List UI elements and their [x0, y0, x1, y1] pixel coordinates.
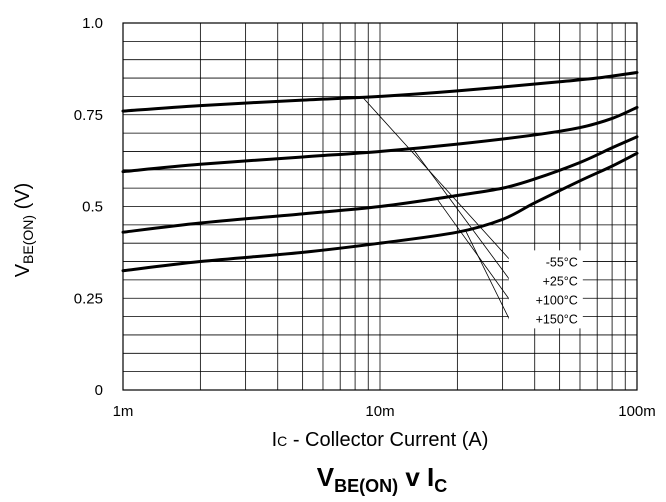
legend: -55°C +25°C +100°C +150°C [508, 250, 583, 329]
y-tick-label: 0.25 [74, 290, 103, 307]
series-line-0 [121, 71, 639, 113]
y-axis-label-suffix: (V) [12, 183, 34, 215]
series-line-3 [121, 151, 639, 273]
x-axis-label: IC - Collector Current (A) [272, 429, 489, 451]
chart-title-sub2: C [434, 476, 447, 496]
legend-entry: +100°C [536, 293, 578, 307]
legend-entry: +25°C [543, 274, 578, 288]
x-axis-label-prefix: I [272, 429, 278, 451]
y-axis-label-main: V [12, 263, 34, 277]
series-lines [121, 71, 639, 273]
series-line-1 [121, 105, 639, 174]
legend-leader-line [361, 96, 511, 260]
chart-title-mid: v I [398, 462, 434, 492]
series-line-2 [121, 135, 639, 234]
legend-leader-lines [361, 96, 511, 321]
x-tick-label: 100m [618, 403, 656, 420]
chart-title-main: V [317, 462, 335, 492]
legend-entry: +150°C [536, 312, 578, 326]
x-axis-label-rest: - Collector Current (A) [287, 429, 488, 451]
y-tick-label: 0 [95, 382, 103, 399]
plot-frame [122, 22, 638, 391]
legend-background [508, 250, 583, 329]
x-axis-label-prefix-small: C [277, 433, 287, 449]
legend-leader-line [435, 197, 511, 301]
x-tick-labels: 1m 10m 100m [113, 403, 656, 420]
x-tick-label: 1m [113, 403, 134, 420]
y-tick-label: 0.5 [82, 199, 103, 216]
y-axis-label: VBE(ON) (V) [12, 183, 36, 278]
legend-entry: -55°C [546, 255, 578, 269]
y-axis-label-sub: BE(ON) [20, 215, 36, 264]
y-tick-labels: 0 0.25 0.5 0.75 1.0 [74, 15, 103, 399]
x-tick-label: 10m [365, 403, 394, 420]
legend-leader-line [413, 149, 511, 281]
chart-title: VBE(ON) v IC [317, 462, 447, 496]
y-tick-label: 0.75 [74, 107, 103, 124]
legend-leader-line [465, 230, 511, 321]
y-tick-label: 1.0 [82, 15, 103, 32]
chart-title-sub1: BE(ON) [334, 476, 398, 496]
